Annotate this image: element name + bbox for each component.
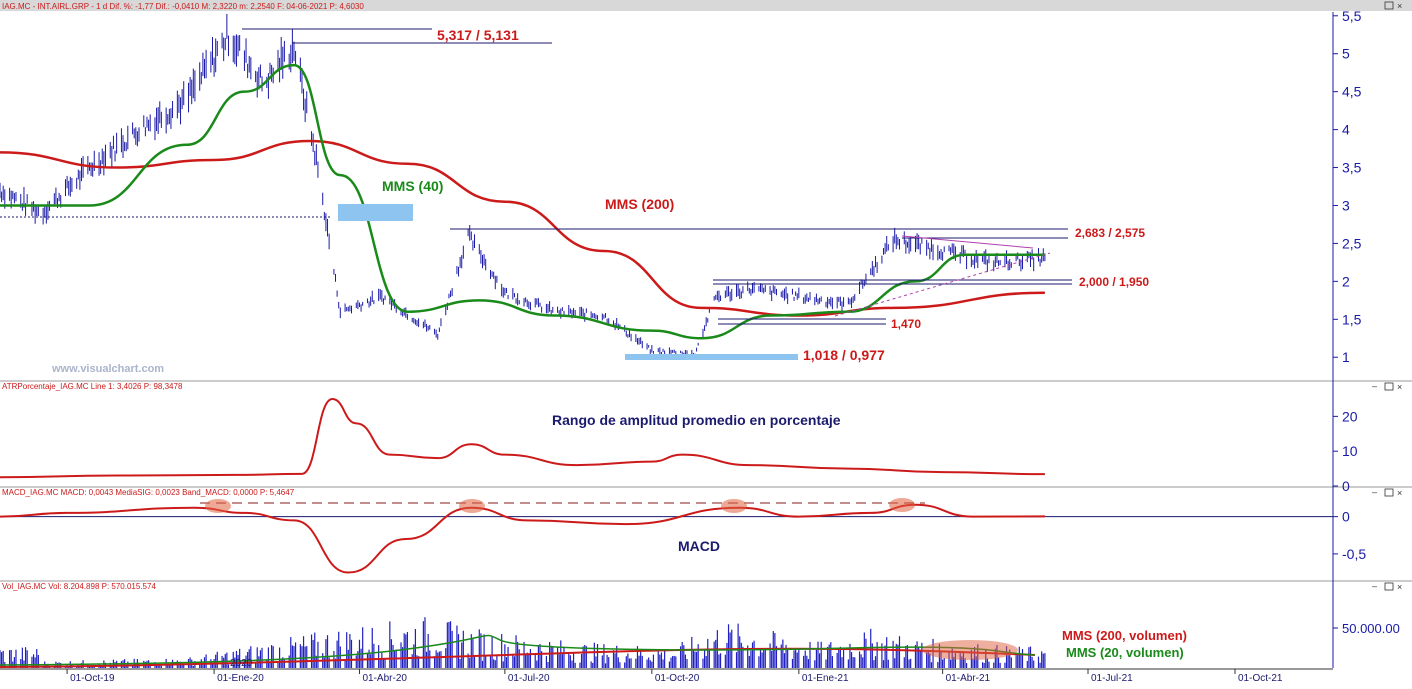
maximize-vol-icon[interactable]: [1384, 582, 1394, 591]
macd-highlight: [459, 499, 485, 513]
price-tick-label: 3: [1342, 197, 1350, 213]
vol-mms20-label: MMS (20, volumen): [1066, 645, 1184, 660]
mms200-line: [0, 139, 1045, 317]
header-atr: ATRPorcentaje_IAG.MC Line 1: 3,4026 P: 9…: [2, 382, 183, 391]
x-tick-label: 01-Jul-21: [1091, 673, 1133, 684]
minimize-vol-icon[interactable]: –: [1372, 581, 1377, 591]
x-tick-label: 01-Ene-20: [217, 673, 264, 684]
volume-bars: [0, 617, 1046, 668]
mms200-label: MMS (200): [605, 196, 674, 212]
minimize-atr-icon[interactable]: –: [1372, 381, 1377, 391]
x-tick-label: 01-Abr-21: [946, 673, 991, 684]
atr-title: Rango de amplitud promedio en porcentaje: [552, 412, 841, 428]
vol-mms200-label: MMS (200, volumen): [1062, 628, 1187, 643]
low-label: 1,018 / 0,977: [803, 347, 885, 363]
pane-header-macd: [0, 487, 1412, 498]
x-tick-label: 01-Ene-21: [802, 673, 849, 684]
mms40-line: [0, 63, 1045, 340]
mms40-label: MMS (40): [382, 178, 443, 194]
res1-label: 2,683 / 2,575: [1075, 226, 1145, 240]
macd-highlight: [205, 499, 231, 513]
price-tick-label: 4: [1342, 122, 1350, 138]
maximize-atr-icon[interactable]: [1384, 382, 1394, 391]
atr-line: [0, 397, 1045, 479]
gap-highlight: [338, 204, 413, 221]
x-tick-label: 01-Oct-21: [1238, 673, 1283, 684]
x-tick-label: 01-Abr-20: [362, 673, 407, 684]
vol-highlight: [922, 640, 1018, 660]
pane-header-vol: [0, 581, 1412, 592]
close-main-icon[interactable]: ×: [1397, 1, 1402, 11]
macd-line: [0, 503, 1045, 574]
vol-mms20-line: [0, 634, 1036, 666]
vol-tick-label: 50.000.00: [1342, 621, 1400, 636]
macd-title: MACD: [678, 538, 720, 554]
price-tick-label: 5: [1342, 46, 1350, 62]
atr-tick-label: 0: [1342, 478, 1350, 494]
price-tick-label: 3,5: [1342, 160, 1362, 176]
header-main: IAG.MC - INT.AIRL.GRP - 1 d Dif. %: -1,7…: [2, 2, 364, 11]
x-tick-label: 01-Oct-20: [655, 673, 700, 684]
minimize-macd-icon[interactable]: –: [1372, 487, 1377, 497]
macd-highlight: [889, 498, 915, 512]
x-tick-label: 01-Jul-20: [508, 673, 550, 684]
atr-tick-label: 10: [1342, 443, 1358, 459]
price-tick-label: 5,5: [1342, 8, 1362, 24]
atr-tick-label: 20: [1342, 408, 1358, 424]
close-vol-icon[interactable]: ×: [1397, 582, 1402, 592]
macd-tick-label: -0,5: [1342, 546, 1366, 562]
vol-mms200-line: [0, 647, 1036, 668]
maximize-macd-icon[interactable]: [1384, 488, 1394, 497]
year-marker: 2020: [230, 658, 253, 669]
header-vol: Vol_IAG.MC Vol: 8.204.898 P: 570.015.574: [2, 582, 156, 591]
macd-highlight: [721, 499, 747, 513]
macd-tick-label: 0: [1342, 509, 1350, 525]
price-tick-label: 2,5: [1342, 235, 1362, 251]
watermark: www.visualchart.com: [51, 363, 164, 375]
price-tick-label: 2: [1342, 273, 1350, 289]
res2-label: 2,000 / 1,950: [1079, 275, 1149, 289]
close-macd-icon[interactable]: ×: [1397, 488, 1402, 498]
price-tick-label: 1,5: [1342, 311, 1362, 327]
low-highlight: [625, 354, 798, 360]
header-macd: MACD_IAG.MC MACD: 0,0043 MediaSIG: 0,002…: [2, 488, 295, 497]
price-bars: [0, 13, 1046, 358]
sup1-label: 1,470: [891, 317, 921, 331]
triangle-upper: [901, 235, 1034, 249]
triangle-lower: [834, 252, 1051, 317]
pane-header-atr: [0, 381, 1412, 392]
x-tick-label: 01-Oct-19: [70, 673, 115, 684]
header-bar: [0, 0, 1412, 11]
close-atr-icon[interactable]: ×: [1397, 382, 1402, 392]
maximize-main-icon[interactable]: [1384, 1, 1394, 10]
price-tick-label: 4,5: [1342, 84, 1362, 100]
price-tick-label: 1: [1342, 349, 1350, 365]
high-label: 5,317 / 5,131: [437, 27, 519, 43]
